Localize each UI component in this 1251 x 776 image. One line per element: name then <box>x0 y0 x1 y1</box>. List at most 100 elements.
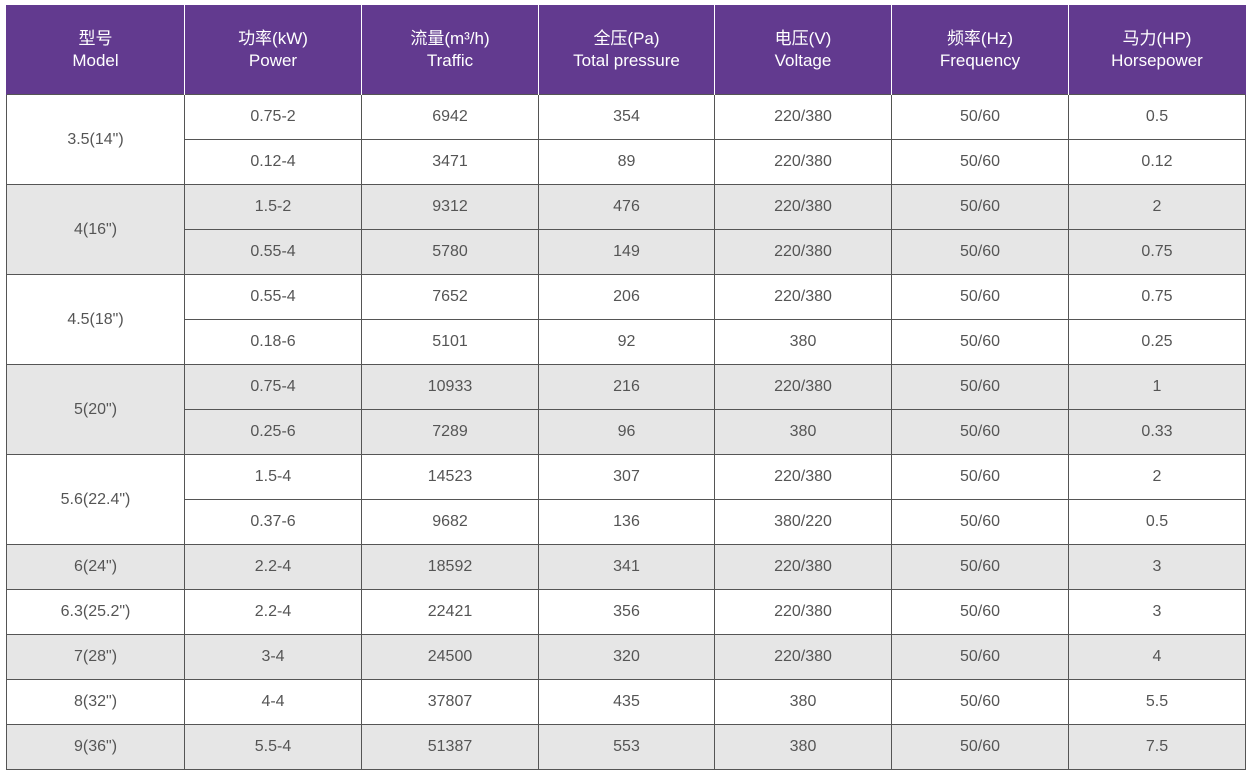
pressure-cell: 89 <box>538 139 715 185</box>
horsepower-cell: 0.75 <box>1068 229 1246 275</box>
power-cell: 5.5-4 <box>184 724 362 770</box>
horsepower-cell: 4 <box>1068 634 1246 680</box>
model-cell: 8(32") <box>6 679 185 725</box>
power-cell: 0.55-4 <box>184 274 362 320</box>
table-row: 0.55-4 5780 149 220/380 50/60 0.75 <box>7 229 1246 275</box>
pressure-cell: 136 <box>538 499 715 545</box>
traffic-cell: 24500 <box>361 634 539 680</box>
traffic-cell: 18592 <box>361 544 539 590</box>
horsepower-cell: 0.25 <box>1068 319 1246 365</box>
table-row: 0.12-4 3471 89 220/380 50/60 0.12 <box>7 139 1246 185</box>
header-power-en: Power <box>248 50 298 70</box>
model-cell: 6(24") <box>6 544 185 590</box>
spec-table-container: 型号 Model 功率(kW) Power 流量(m³/h) Traffic 全… <box>6 5 1246 770</box>
horsepower-cell: 1 <box>1068 364 1246 410</box>
frequency-cell: 50/60 <box>891 454 1069 500</box>
header-voltage: 电压(V) Voltage <box>714 5 892 95</box>
table-row: 0.18-6 5101 92 380 50/60 0.25 <box>7 319 1246 365</box>
traffic-cell: 5101 <box>361 319 539 365</box>
voltage-cell: 220/380 <box>714 364 892 410</box>
voltage-cell: 380 <box>714 679 892 725</box>
power-cell: 0.18-6 <box>184 319 362 365</box>
model-cell: 5.6(22.4") <box>6 454 185 545</box>
pressure-cell: 356 <box>538 589 715 635</box>
header-model: 型号 Model <box>6 5 185 95</box>
voltage-cell: 380 <box>714 724 892 770</box>
header-power: 功率(kW) Power <box>184 5 362 95</box>
frequency-cell: 50/60 <box>891 634 1069 680</box>
pressure-cell: 341 <box>538 544 715 590</box>
header-voltage-en: Voltage <box>774 50 832 70</box>
traffic-cell: 6942 <box>361 94 539 140</box>
horsepower-cell: 0.75 <box>1068 274 1246 320</box>
pressure-cell: 307 <box>538 454 715 500</box>
voltage-cell: 380/220 <box>714 499 892 545</box>
model-cell: 4.5(18") <box>6 274 185 365</box>
traffic-cell: 10933 <box>361 364 539 410</box>
horsepower-cell: 0.5 <box>1068 499 1246 545</box>
frequency-cell: 50/60 <box>891 319 1069 365</box>
horsepower-cell: 7.5 <box>1068 724 1246 770</box>
traffic-cell: 37807 <box>361 679 539 725</box>
voltage-cell: 220/380 <box>714 274 892 320</box>
header-pressure: 全压(Pa) Total pressure <box>538 5 715 95</box>
frequency-cell: 50/60 <box>891 364 1069 410</box>
horsepower-cell: 3 <box>1068 544 1246 590</box>
pressure-cell: 216 <box>538 364 715 410</box>
frequency-cell: 50/60 <box>891 724 1069 770</box>
power-cell: 0.55-4 <box>184 229 362 275</box>
header-frequency: 频率(Hz) Frequency <box>891 5 1069 95</box>
frequency-cell: 50/60 <box>891 544 1069 590</box>
voltage-cell: 220/380 <box>714 229 892 275</box>
model-cell: 6.3(25.2") <box>6 589 185 635</box>
frequency-cell: 50/60 <box>891 589 1069 635</box>
horsepower-cell: 2 <box>1068 454 1246 500</box>
header-row: 型号 Model 功率(kW) Power 流量(m³/h) Traffic 全… <box>6 5 1246 95</box>
traffic-cell: 14523 <box>361 454 539 500</box>
voltage-cell: 220/380 <box>714 544 892 590</box>
fan-spec-table: 型号 Model 功率(kW) Power 流量(m³/h) Traffic 全… <box>6 5 1246 770</box>
model-cell: 4(16") <box>6 184 185 275</box>
traffic-cell: 7652 <box>361 274 539 320</box>
voltage-cell: 220/380 <box>714 634 892 680</box>
voltage-cell: 220/380 <box>714 139 892 185</box>
header-horsepower-zh: 马力(HP) <box>1122 28 1192 48</box>
model-cell: 3.5(14") <box>6 94 185 185</box>
power-cell: 3-4 <box>184 634 362 680</box>
voltage-cell: 220/380 <box>714 184 892 230</box>
table-row: 6(24") 2.2-4 18592 341 220/380 50/60 3 <box>6 544 1246 590</box>
header-traffic: 流量(m³/h) Traffic <box>361 5 539 95</box>
power-cell: 0.12-4 <box>184 139 362 185</box>
pressure-cell: 354 <box>538 94 715 140</box>
table-header: 型号 Model 功率(kW) Power 流量(m³/h) Traffic 全… <box>6 5 1246 95</box>
horsepower-cell: 3 <box>1068 589 1246 635</box>
horsepower-cell: 0.33 <box>1068 409 1246 455</box>
table-row: 6.3(25.2") 2.2-4 22421 356 220/380 50/60… <box>6 589 1246 635</box>
header-traffic-zh: 流量(m³/h) <box>410 28 490 48</box>
traffic-cell: 22421 <box>361 589 539 635</box>
power-cell: 1.5-2 <box>184 184 362 230</box>
header-horsepower: 马力(HP) Horsepower <box>1068 5 1246 95</box>
model-cell: 5(20") <box>6 364 185 455</box>
table-row: 4.5(18") 0.55-4 7652 206 220/380 50/60 0… <box>6 274 1246 365</box>
traffic-cell: 51387 <box>361 724 539 770</box>
voltage-cell: 380 <box>714 409 892 455</box>
pressure-cell: 149 <box>538 229 715 275</box>
model-cell: 9(36") <box>6 724 185 770</box>
traffic-cell: 9682 <box>361 499 539 545</box>
horsepower-cell: 0.12 <box>1068 139 1246 185</box>
frequency-cell: 50/60 <box>891 679 1069 725</box>
power-cell: 0.75-4 <box>184 364 362 410</box>
power-cell: 2.2-4 <box>184 544 362 590</box>
table-row: 7(28") 3-4 24500 320 220/380 50/60 4 <box>6 634 1246 680</box>
header-pressure-zh: 全压(Pa) <box>593 28 660 48</box>
table-row: 0.37-6 9682 136 380/220 50/60 0.5 <box>7 499 1246 545</box>
power-cell: 0.37-6 <box>184 499 362 545</box>
voltage-cell: 220/380 <box>714 589 892 635</box>
pressure-cell: 92 <box>538 319 715 365</box>
voltage-cell: 220/380 <box>714 94 892 140</box>
frequency-cell: 50/60 <box>891 274 1069 320</box>
pressure-cell: 320 <box>538 634 715 680</box>
header-voltage-zh: 电压(V) <box>774 28 832 48</box>
frequency-cell: 50/60 <box>891 184 1069 230</box>
